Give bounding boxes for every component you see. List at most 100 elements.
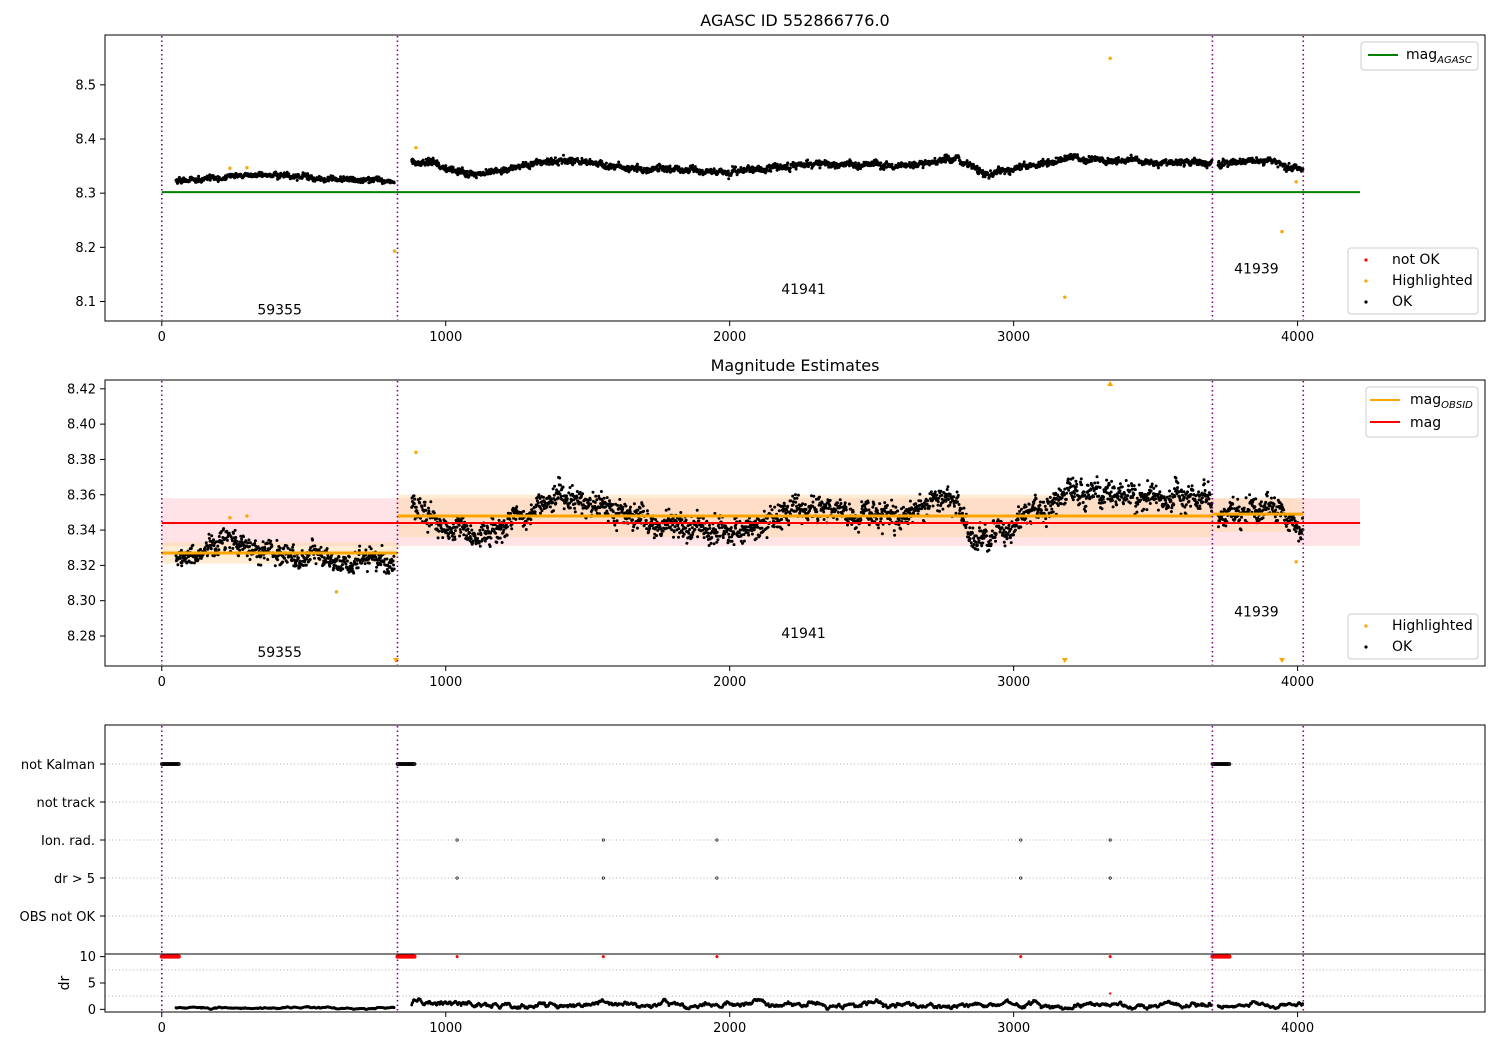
ok-point <box>190 561 194 565</box>
ok-point <box>734 165 738 169</box>
ok-point <box>935 493 939 497</box>
highlighted-point <box>1294 180 1298 184</box>
ok-point <box>730 539 734 543</box>
obsid-label: 59355 <box>257 303 302 319</box>
ok-point <box>981 169 985 172</box>
ok-point <box>687 531 691 535</box>
ok-point <box>568 506 572 510</box>
ok-point <box>524 160 528 164</box>
ok-point <box>765 536 769 540</box>
ok-point <box>752 528 756 532</box>
ok-point <box>684 526 688 530</box>
ok-point <box>458 528 462 532</box>
ok-point <box>290 556 294 560</box>
ok-point <box>624 504 628 508</box>
ok-point <box>412 494 416 498</box>
ok-point <box>655 534 659 538</box>
ok-point <box>938 509 941 513</box>
ok-point <box>962 506 966 510</box>
ok-point <box>208 173 212 177</box>
ok-point <box>238 548 242 552</box>
ok-point <box>459 530 463 534</box>
ok-point <box>933 156 937 160</box>
ok-point <box>712 167 716 171</box>
ok-point <box>584 158 588 162</box>
ok-point <box>835 517 839 521</box>
ok-point <box>605 509 609 513</box>
ok-point <box>515 505 519 509</box>
ok-point <box>1205 166 1209 170</box>
ok-point <box>364 548 368 552</box>
ok-point <box>363 562 367 566</box>
ok-point <box>617 511 621 515</box>
ok-point <box>867 508 871 512</box>
ok-point <box>539 511 542 515</box>
ok-point <box>328 564 332 568</box>
ok-point <box>872 503 876 506</box>
ok-point <box>692 170 696 174</box>
highlighted-point <box>228 166 232 170</box>
ok-point <box>558 483 562 487</box>
ok-point <box>818 166 822 170</box>
ok-point <box>318 557 322 561</box>
ok-point <box>974 540 978 544</box>
ok-point <box>552 509 555 513</box>
agasc-legend-lower: not OK Highlighted OK <box>1347 247 1479 315</box>
ok-point <box>952 504 956 508</box>
ok-point <box>565 497 569 501</box>
ok-point <box>295 178 299 182</box>
ok-point <box>702 536 706 540</box>
ok-point <box>242 535 245 539</box>
ok-point <box>192 561 196 565</box>
ok-point <box>344 562 348 566</box>
ok-point <box>969 541 973 545</box>
ok-point <box>495 540 499 544</box>
ok-point <box>240 537 244 541</box>
ok-point <box>458 534 462 538</box>
ok-point <box>263 547 267 550</box>
ok-point <box>944 499 948 503</box>
ok-point <box>562 153 565 157</box>
ok-point <box>641 504 645 508</box>
ok-point <box>429 500 433 504</box>
ok-point <box>497 518 501 522</box>
ok-point <box>537 493 541 497</box>
ok-point <box>341 563 344 567</box>
ok-point <box>697 519 701 523</box>
ok-point <box>783 504 787 508</box>
ok-point <box>210 534 214 538</box>
ok-point <box>732 543 736 547</box>
ok-point <box>616 503 619 507</box>
ok-point <box>957 156 961 159</box>
ok-point <box>677 166 681 170</box>
ok-point <box>568 486 572 489</box>
ok-point <box>879 517 883 521</box>
ok-point <box>599 490 603 493</box>
ok-point <box>635 170 639 173</box>
ok-point <box>695 508 699 512</box>
ok-point <box>721 536 725 540</box>
ok-point <box>685 541 689 545</box>
ok-point <box>502 519 506 523</box>
ok-point <box>588 498 592 502</box>
ok-point <box>418 497 422 501</box>
ok-point <box>758 534 762 538</box>
ok-point <box>866 501 870 505</box>
ok-point <box>266 558 270 561</box>
ok-point <box>708 523 711 527</box>
ok-point <box>553 484 557 488</box>
ok-point <box>231 546 235 550</box>
ok-point <box>413 517 417 521</box>
ok-point <box>1156 166 1160 170</box>
ok-point <box>261 540 265 544</box>
ok-point <box>673 525 677 529</box>
ok-point <box>635 526 639 530</box>
ok-point <box>968 526 972 530</box>
ok-point <box>391 559 395 563</box>
legend-highlighted-label: Highlighted <box>1392 273 1473 289</box>
ok-point <box>672 530 676 534</box>
ok-point <box>421 158 425 162</box>
ok-point <box>715 530 719 534</box>
x-tick-label: 1000 <box>429 330 462 345</box>
